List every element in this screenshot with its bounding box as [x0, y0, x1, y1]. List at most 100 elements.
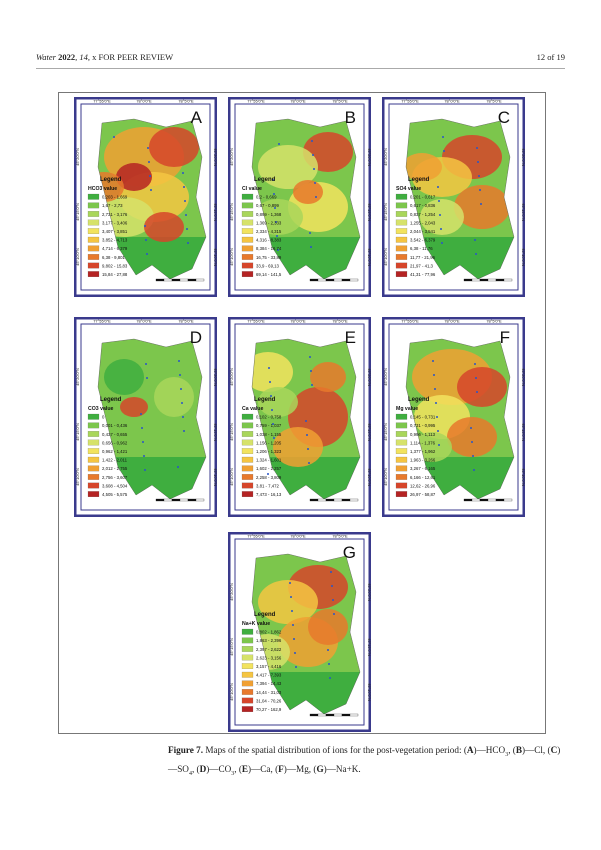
legend-swatch — [87, 474, 100, 480]
legend-swatch — [87, 448, 100, 454]
graticule-label: 78°5'0"E — [332, 534, 348, 539]
coastline — [251, 553, 361, 715]
coastline — [97, 338, 207, 500]
graticule-label: 45°15'0"N — [229, 638, 234, 656]
sample-point — [145, 363, 147, 365]
legend-class-label: 26,97 - 58,87 — [410, 492, 436, 497]
legend-swatch — [241, 236, 254, 243]
sample-point — [438, 200, 440, 202]
legend-title: Legend — [408, 397, 430, 403]
graticule-label: 78°0'0"E — [136, 319, 152, 324]
scale-bar — [463, 278, 513, 282]
graticule-label: 45°10'0"N — [229, 248, 234, 266]
sample-point — [436, 416, 438, 418]
sample-point — [475, 377, 477, 379]
graticule-label: 77°55'0"E — [93, 99, 111, 104]
legend-class-label: 2,012 - 2,755 — [102, 466, 128, 471]
panel-letter: D — [190, 328, 202, 347]
legend-class-label: 8,384 - 16,74 — [256, 246, 282, 251]
legend-swatch — [241, 697, 254, 704]
legend-swatch — [241, 680, 254, 687]
legend-swatch — [87, 202, 100, 209]
legend-swatch — [241, 193, 254, 200]
graticule-label: 78°5'0"E — [332, 99, 348, 104]
legend-swatch — [87, 482, 100, 489]
legend-swatch — [241, 663, 254, 669]
legend-value-label: Mg value — [396, 406, 418, 412]
sample-point — [148, 161, 150, 163]
sample-point — [309, 356, 311, 358]
sample-point — [140, 413, 142, 415]
sample-point — [294, 652, 296, 654]
sample-point — [476, 147, 478, 149]
legend-title: Legend — [254, 397, 276, 403]
legend-class-label: 4,417 - 7,393 — [256, 673, 282, 678]
legend-swatch — [395, 202, 408, 209]
legend-title: Legend — [254, 177, 276, 183]
legend-class-label: 3,608 - 4,504 — [102, 483, 128, 488]
graticule-label: 45°20'0"N — [213, 148, 217, 166]
legend-class-label: 3,407 - 3,851 — [102, 229, 128, 234]
legend-swatch — [87, 271, 100, 277]
legend-class-label: 0,145 - 0,731 — [410, 415, 436, 420]
running-header: Water 2022, 14, x FOR PEER REVIEW 12 of … — [36, 52, 565, 66]
sample-point — [315, 196, 317, 198]
sample-point — [305, 420, 307, 422]
legend-swatch — [87, 422, 100, 429]
coastline — [251, 118, 361, 280]
graticule-label: 45°15'0"N — [75, 423, 80, 441]
legend-class-label: 15,84 - 27,88 — [102, 272, 128, 277]
legend-class-label: 0,759 - 1,037 — [256, 423, 282, 428]
scale-bar — [463, 498, 513, 502]
sample-point — [311, 384, 313, 386]
legend-class-label: 0,731 - 0,995 — [410, 423, 436, 428]
legend-class-label: 1,67 - 2,73 — [102, 203, 123, 208]
sample-point — [437, 186, 439, 188]
sample-point — [177, 466, 179, 468]
sample-point — [329, 677, 331, 679]
sample-point — [434, 388, 436, 390]
legend-swatch — [87, 465, 100, 472]
sample-point — [442, 136, 444, 138]
graticule-label: 45°15'0"N — [367, 638, 371, 656]
sample-point — [178, 360, 180, 362]
sample-point — [272, 423, 274, 425]
legend-swatch — [87, 236, 100, 243]
sample-point — [470, 427, 472, 429]
sample-point — [272, 179, 274, 181]
legend-class-label: 6,38 - 11,76 — [410, 246, 433, 251]
legend-value-label: Ca value — [242, 406, 263, 412]
sample-point — [181, 402, 183, 404]
legend-class-label: 3,267 - 6,165 — [410, 466, 436, 471]
legend-class-label: 1,863 - 2,396 — [256, 638, 282, 643]
legend-swatch — [395, 448, 408, 454]
legend-swatch — [241, 219, 254, 226]
sample-point — [473, 469, 475, 471]
scale-bar — [309, 278, 359, 282]
figure-caption: Figure 7. Maps of the spatial distributi… — [168, 745, 561, 777]
sample-point — [306, 434, 308, 436]
page-number: 12 of 19 — [536, 52, 565, 62]
scale-bar — [309, 713, 359, 717]
header-citation: Water 2022, 14, x FOR PEER REVIEW — [36, 52, 174, 62]
coastline — [405, 118, 515, 280]
legend-class-label: 0,437 - 0,655 — [102, 432, 128, 437]
legend-class-label: 3,157 - 4,416 — [256, 664, 282, 669]
sample-point — [144, 469, 146, 471]
legend-class-label: 1,038 - 1,155 — [256, 432, 282, 437]
sample-point — [443, 150, 445, 152]
legend-swatch — [241, 491, 254, 497]
legend-class-label: 12,62 - 26,96 — [410, 483, 436, 488]
sample-point — [182, 172, 184, 174]
legend-swatch — [87, 262, 100, 269]
legend-swatch — [241, 654, 254, 661]
graticule-label: 78°0'0"E — [444, 99, 460, 104]
sample-point — [308, 462, 310, 464]
sample-point — [142, 441, 144, 443]
graticule-label: 45°10'0"N — [367, 248, 371, 266]
legend-swatch — [395, 439, 408, 446]
legend-class-label: 0,2 - 0,669 — [256, 195, 277, 200]
legend-class-label: 1,206 - 1,323 — [256, 449, 282, 454]
legend-class-label: 2,731 - 3,176 — [102, 212, 128, 217]
scale-bar — [155, 278, 205, 282]
